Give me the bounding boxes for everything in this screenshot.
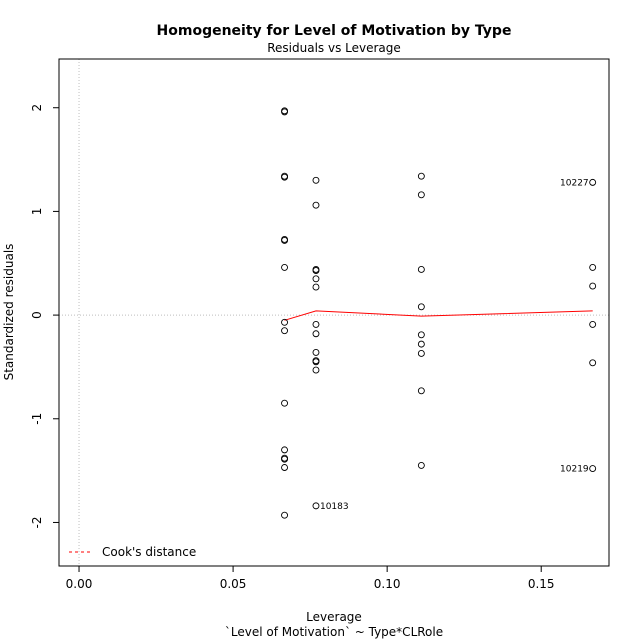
data-point <box>417 350 425 357</box>
data-point <box>281 327 288 335</box>
data-point <box>281 318 288 326</box>
data-point <box>312 366 320 374</box>
plot-frame <box>58 58 610 567</box>
data-point <box>417 461 425 469</box>
data-point <box>312 176 320 184</box>
x-axis: 0.00 0.05 0.10 0.15 <box>66 566 555 591</box>
data-point <box>281 511 288 519</box>
y-tick-label: -2 <box>30 516 44 528</box>
legend: Cook's distance <box>69 545 196 559</box>
data-point <box>281 263 288 271</box>
y-axis-label: Standardized residuals <box>2 244 16 381</box>
data-point <box>417 172 425 180</box>
reference-lines <box>59 59 609 566</box>
data-point <box>281 173 288 181</box>
data-point <box>312 201 320 209</box>
data-point <box>589 465 597 472</box>
data-point <box>417 303 425 311</box>
data-point <box>417 191 425 199</box>
data-point <box>312 502 320 510</box>
y-tick-label: 0 <box>30 311 44 319</box>
data-point <box>589 263 597 271</box>
data-point <box>281 455 288 463</box>
data-point <box>281 464 288 471</box>
y-tick-label: 1 <box>30 208 44 216</box>
data-point <box>312 267 320 274</box>
data-point <box>281 108 288 116</box>
data-point <box>417 387 425 395</box>
data-point <box>312 283 320 291</box>
data-point <box>589 320 597 328</box>
data-point <box>312 275 320 283</box>
x-tick-label: 0.00 <box>66 577 93 591</box>
data-point <box>589 178 597 186</box>
data-point <box>281 236 288 244</box>
point-labels-layer: 10227 10219 10183 <box>320 178 589 511</box>
data-point <box>312 320 320 328</box>
chart-subtitle: Residuals vs Leverage <box>267 41 401 55</box>
point-label: 10219 <box>560 465 589 475</box>
chart-caption: `Level of Motivation` ~ Type*CLRole <box>225 625 443 639</box>
data-point <box>312 358 320 366</box>
data-point <box>417 331 425 339</box>
x-tick-label: 0.10 <box>374 577 401 591</box>
data-point <box>589 359 597 367</box>
data-point <box>417 266 425 273</box>
x-tick-label: 0.15 <box>528 577 555 591</box>
data-point <box>312 348 320 356</box>
legend-cooks-distance-label: Cook's distance <box>102 545 196 559</box>
point-label: 10227 <box>560 178 589 188</box>
data-point <box>281 446 288 454</box>
data-point <box>281 399 288 407</box>
y-tick-label: -1 <box>30 413 44 425</box>
points-layer <box>281 107 597 519</box>
smooth-line <box>284 310 593 321</box>
chart-title: Homogeneity for Level of Motivation by T… <box>157 23 512 39</box>
y-tick-label: 2 <box>30 104 44 112</box>
x-axis-label: Leverage <box>306 610 362 624</box>
data-point <box>312 330 320 338</box>
point-label: 10183 <box>320 502 349 512</box>
smooth-line-layer <box>284 310 593 321</box>
x-tick-label: 0.05 <box>220 577 247 591</box>
data-point <box>417 340 425 348</box>
data-point <box>589 282 597 290</box>
y-axis: -2 -1 0 1 2 <box>30 104 59 528</box>
